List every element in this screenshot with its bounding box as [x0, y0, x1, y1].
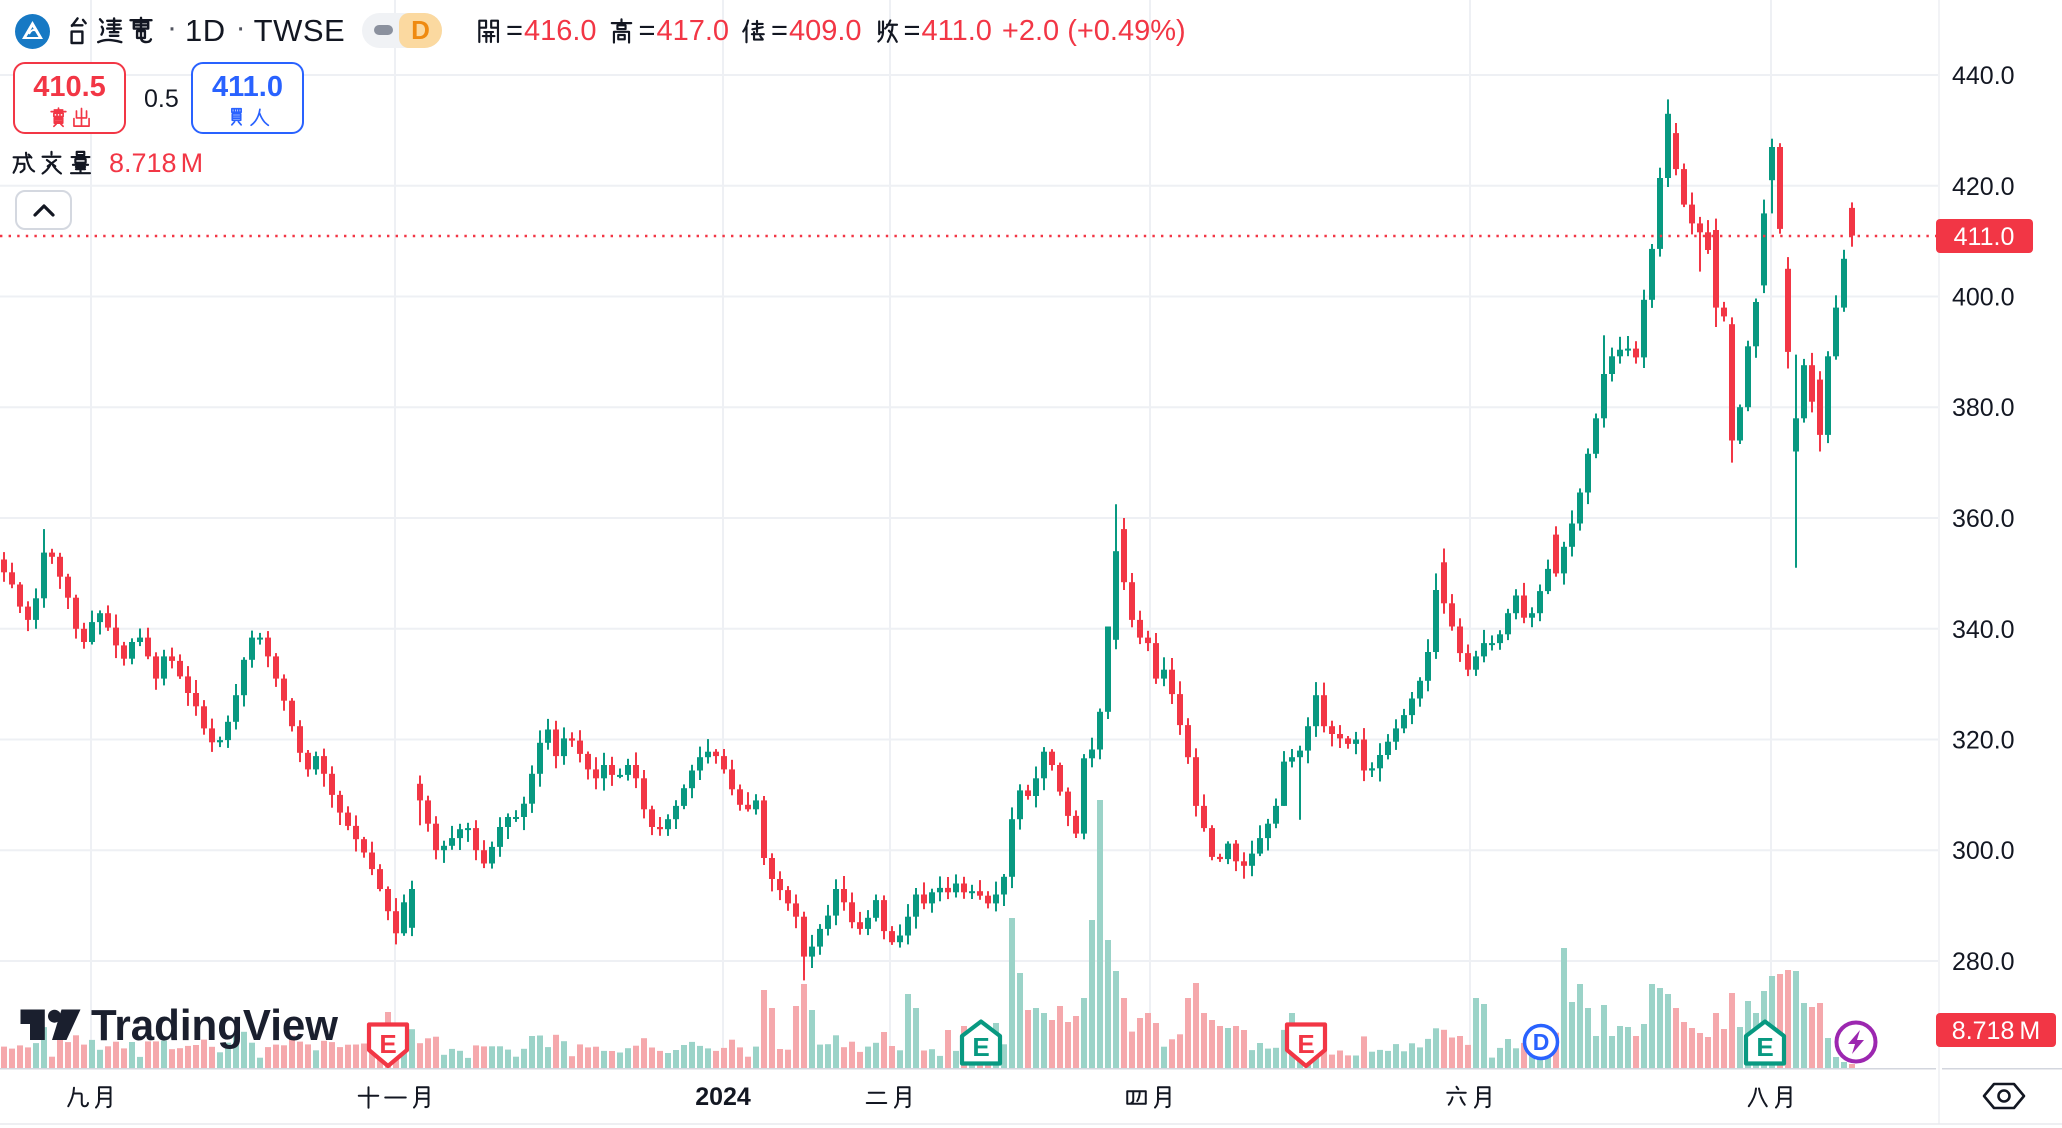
svg-text:420.0: 420.0 — [1952, 173, 2015, 201]
svg-text:E: E — [1297, 1029, 1314, 1059]
svg-text:280.0: 280.0 — [1952, 948, 2015, 976]
svg-text:360.0: 360.0 — [1952, 505, 2015, 533]
svg-text:300.0: 300.0 — [1952, 837, 2015, 865]
svg-text:E: E — [972, 1032, 989, 1062]
svg-text:380.0: 380.0 — [1952, 394, 2015, 422]
svg-text:411.0: 411.0 — [1954, 223, 2015, 251]
svg-text:320.0: 320.0 — [1952, 727, 2015, 755]
svg-text:TradingView: TradingView — [91, 1002, 338, 1050]
svg-text:E: E — [379, 1029, 396, 1059]
svg-text:E: E — [1756, 1032, 1773, 1062]
svg-text:440.0: 440.0 — [1952, 62, 2015, 90]
svg-text:D: D — [1533, 1029, 1550, 1055]
svg-text:340.0: 340.0 — [1952, 616, 2015, 644]
svg-text:8.718 M: 8.718 M — [1952, 1017, 2040, 1045]
svg-text:400.0: 400.0 — [1952, 284, 2015, 312]
